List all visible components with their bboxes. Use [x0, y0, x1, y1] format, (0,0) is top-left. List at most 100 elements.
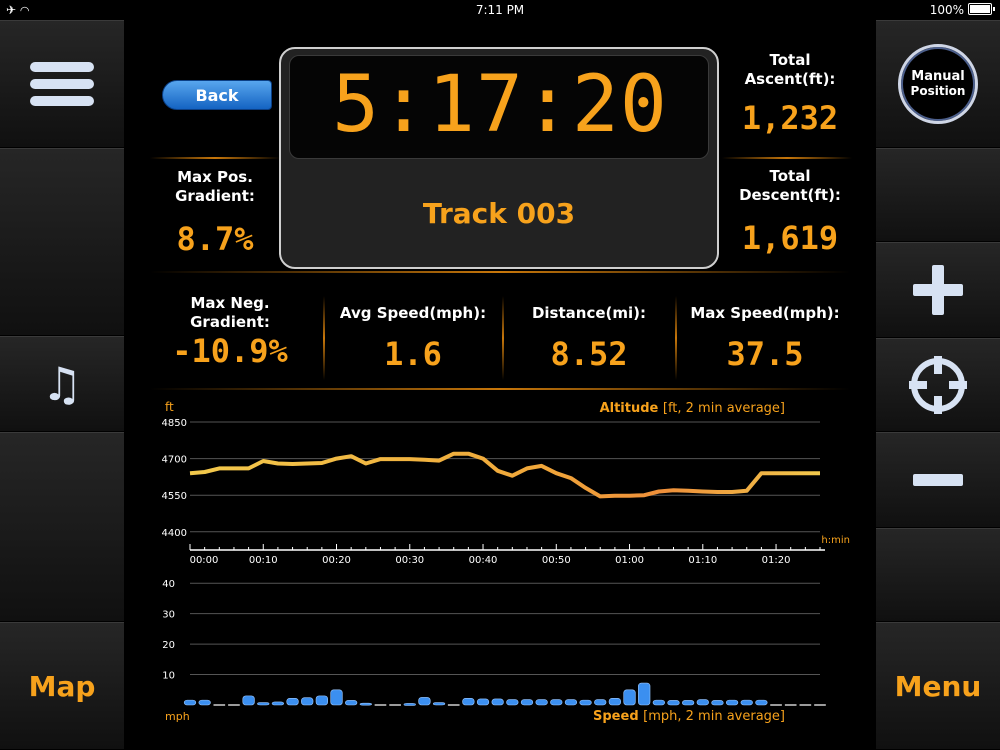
speed-bar — [696, 699, 709, 706]
speed-bar — [359, 702, 372, 706]
battery-indicator: 100% — [929, 3, 995, 17]
speed-chart-title: Speed [mph, 2 min average] — [593, 709, 785, 724]
speed-bar — [286, 698, 299, 706]
speed-bar — [462, 698, 475, 706]
left-panel: ♫ Map — [0, 20, 124, 750]
speed-bar — [711, 700, 724, 706]
speed-bar — [345, 700, 358, 706]
time-tick-label: 00:30 — [395, 555, 424, 566]
speed-bar — [564, 699, 578, 706]
max-pos-gradient-value: 8.7% — [176, 220, 254, 258]
speed-bar — [491, 698, 504, 706]
status-time: 7:11 PM — [475, 3, 525, 17]
speed-bar — [652, 699, 665, 706]
menu-button[interactable]: Menu — [876, 622, 1000, 750]
menu-button-label: Menu — [894, 669, 982, 703]
time-tick-label: 00:00 — [190, 555, 219, 566]
speed-bar — [579, 699, 592, 706]
status-bar: ✈ ◠ 7:11 PM 100% — [0, 0, 1000, 20]
speed-tick-label: 20 — [162, 640, 175, 651]
max-neg-gradient-label: Max Neg. Gradient: — [190, 294, 270, 331]
total-descent-label: Total Descent(ft): — [739, 167, 841, 204]
speed-bar — [550, 699, 563, 706]
speed-bar — [271, 701, 285, 706]
right-blank-panel — [876, 148, 1000, 242]
timer-display: 5:17:20 — [289, 55, 709, 159]
total-ascent-value: 1,232 — [741, 99, 839, 137]
speed-bar — [242, 695, 255, 706]
divider — [150, 388, 850, 390]
left-blank-panel — [0, 148, 124, 336]
manual-position-button[interactable]: Manual Position — [876, 20, 1000, 148]
speed-bar — [301, 697, 314, 706]
speed-y-unit: mph — [165, 710, 190, 723]
hamburger-menu-button[interactable] — [0, 20, 124, 148]
max-pos-gradient-label: Max Pos. Gradient: — [175, 168, 255, 205]
speed-bar — [594, 699, 607, 706]
speed-bar — [257, 702, 270, 706]
locate-button[interactable] — [876, 338, 1000, 432]
total-descent-block: Total Descent(ft): 1,619 — [730, 167, 850, 257]
speed-tick-label: 30 — [162, 610, 175, 621]
speed-tick-label: 10 — [162, 671, 175, 682]
map-button[interactable]: Map — [0, 622, 124, 750]
speed-bar — [183, 699, 197, 706]
time-tick-label: 00:10 — [249, 555, 278, 566]
back-button[interactable]: Back — [162, 80, 272, 110]
total-ascent-label: Total Ascent(ft): — [744, 51, 836, 88]
speed-bar — [667, 700, 680, 706]
speed-bar — [608, 698, 622, 706]
divider — [675, 296, 677, 380]
altitude-y-unit: ft — [165, 400, 174, 414]
time-tick-label: 00:40 — [469, 555, 498, 566]
speed-bar — [432, 702, 446, 706]
battery-percent: 100% — [929, 3, 964, 17]
avg-speed-value: 1.6 — [384, 335, 442, 373]
time-tick-label: 00:20 — [322, 555, 351, 566]
avg-speed-block: Avg Speed(mph): 1.6 — [330, 304, 496, 373]
divider — [150, 271, 850, 273]
speed-bar — [418, 697, 431, 706]
total-descent-value: 1,619 — [741, 219, 839, 257]
altitude-chart: ft Altitude [ft, 2 min average] 4850 4700 45… — [162, 400, 850, 566]
speed-bar — [476, 698, 490, 706]
map-button-label: Map — [28, 669, 96, 703]
speed-bar — [330, 689, 343, 706]
speed-bar — [520, 699, 534, 706]
zoom-out-button[interactable] — [876, 432, 1000, 528]
plus-icon — [913, 265, 963, 315]
altitude-tick-label: 4550 — [162, 491, 187, 502]
track-name: Track 003 — [422, 197, 576, 230]
altitude-tick-label: 4700 — [162, 455, 187, 466]
speed-bar — [638, 682, 651, 706]
divider — [323, 296, 325, 380]
max-speed-label: Max Speed(mph): — [690, 304, 840, 322]
altitude-chart-title: Altitude [ft, 2 min average] — [600, 401, 785, 416]
speed-bar — [198, 699, 211, 706]
battery-icon — [968, 3, 995, 15]
max-neg-gradient-block: Max Neg. Gradient: -10.9% — [155, 294, 305, 370]
speed-bar — [623, 689, 636, 706]
music-button[interactable]: ♫ — [0, 336, 124, 432]
speed-bar — [403, 703, 416, 706]
charts-area: ft Altitude [ft, 2 min average] 4850 4700 45… — [162, 400, 850, 724]
time-tick-label: 01:10 — [688, 555, 717, 566]
right-panel: Manual Position Menu — [876, 20, 1000, 750]
speed-bar — [506, 699, 519, 706]
crosshair-icon — [909, 356, 967, 414]
time-tick-label: 00:50 — [542, 555, 571, 566]
manual-label: Manual — [911, 68, 965, 84]
avg-speed-label: Avg Speed(mph): — [339, 304, 487, 322]
minus-icon — [913, 474, 963, 486]
distance-value: 8.52 — [550, 335, 628, 373]
divider — [150, 157, 280, 159]
manual-position-badge: Manual Position — [898, 44, 978, 124]
elapsed-time: 5:17:20 — [332, 60, 668, 150]
divider — [502, 296, 504, 380]
airplane-wifi-icons: ✈ ◠ — [6, 3, 30, 17]
time-tick-label: 01:00 — [615, 555, 644, 566]
distance-block: Distance(mi): 8.52 — [506, 304, 672, 373]
max-pos-gradient-block: Max Pos. Gradient: 8.7% — [155, 168, 275, 258]
zoom-in-button[interactable] — [876, 242, 1000, 338]
time-axis-unit: h:min — [821, 535, 850, 546]
